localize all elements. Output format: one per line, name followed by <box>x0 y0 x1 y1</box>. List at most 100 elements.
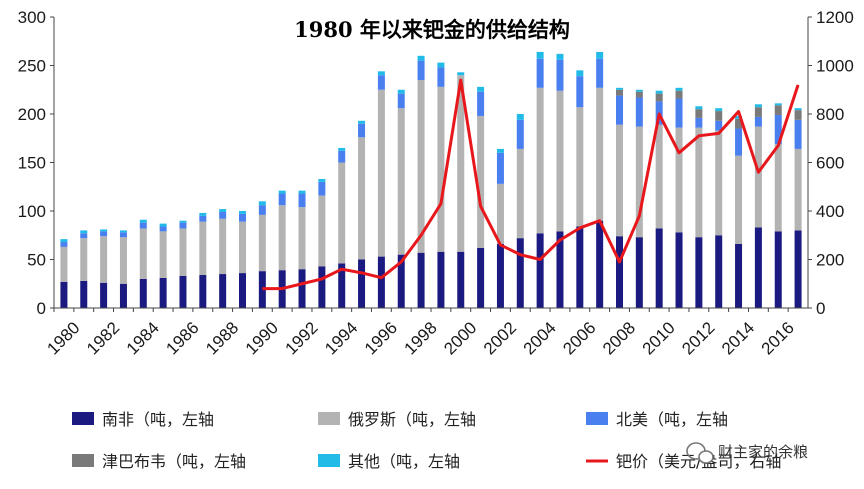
bar-2-1984 <box>139 222 147 229</box>
bar-0-2012 <box>695 237 703 308</box>
bar-1-2006 <box>576 107 584 227</box>
bar-0-1997 <box>397 254 405 308</box>
bar-2-1987 <box>199 215 207 222</box>
bar-2-1999 <box>437 67 445 87</box>
legend-label-1: 俄罗斯（吨，左轴 <box>348 410 476 429</box>
bar-1-2004 <box>536 87 544 234</box>
legend-swatch-2 <box>586 412 608 425</box>
bar-4-2012 <box>695 106 703 110</box>
bar-2-1993 <box>318 181 326 196</box>
bar-2-2011 <box>675 98 683 128</box>
bar-1-1992 <box>298 207 306 270</box>
bar-0-2006 <box>576 226 584 308</box>
bar-2-2003 <box>516 119 524 149</box>
bar-2-1986 <box>179 222 187 229</box>
bar-1-1996 <box>377 89 385 257</box>
bar-0-2004 <box>536 233 544 308</box>
legend-swatch-3 <box>72 454 94 467</box>
right-tick-label: 800 <box>816 105 844 124</box>
bar-1-2005 <box>556 90 564 232</box>
bar-2-2014 <box>735 128 743 156</box>
bar-0-1994 <box>338 263 346 308</box>
bar-1-1985 <box>159 231 167 278</box>
bar-4-1992 <box>298 190 306 194</box>
right-tick-label: 200 <box>816 251 844 270</box>
bar-0-2011 <box>675 232 683 308</box>
legend-swatch-0 <box>72 412 94 425</box>
bar-4-2011 <box>675 87 683 91</box>
watermark: 财主家的余粮 <box>686 442 808 464</box>
bar-4-1981 <box>80 230 88 234</box>
price-line-layer <box>262 78 800 291</box>
bar-1-2008 <box>616 124 623 237</box>
legend-label-0: 南非（吨，左轴 <box>102 410 214 429</box>
left-tick-label: 200 <box>18 105 46 124</box>
bar-1-1982 <box>100 236 108 283</box>
left-tick-label: 0 <box>37 299 46 318</box>
bar-4-1982 <box>100 229 108 232</box>
bar-1-2014 <box>735 155 743 244</box>
bar-2-2002 <box>496 152 504 184</box>
bar-0-2015 <box>754 227 762 308</box>
bar-1-2012 <box>695 127 703 238</box>
bar-0-1982 <box>100 282 108 308</box>
bar-1-1981 <box>80 238 88 281</box>
bar-0-1995 <box>358 259 366 308</box>
bar-3-2008 <box>616 89 623 96</box>
bar-0-2003 <box>516 238 524 308</box>
bar-0-1999 <box>437 251 445 308</box>
bar-1-2003 <box>516 148 524 239</box>
bar-4-2015 <box>754 104 762 108</box>
bar-4-2002 <box>496 148 504 153</box>
bar-3-2012 <box>695 109 703 118</box>
bar-0-2010 <box>655 228 663 308</box>
bar-0-2001 <box>477 247 485 308</box>
left-tick-label: 50 <box>27 251 46 270</box>
bar-4-1999 <box>437 62 445 68</box>
bar-0-2002 <box>496 243 504 308</box>
bar-1-1983 <box>119 237 127 284</box>
bar-2-1994 <box>338 150 346 163</box>
bar-3-2009 <box>635 91 643 98</box>
bar-0-2013 <box>715 235 723 308</box>
bar-2-1990 <box>258 205 266 215</box>
bar-1-1988 <box>219 218 227 275</box>
right-tick-label: 1200 <box>816 8 854 27</box>
bar-1-2000 <box>457 75 465 252</box>
bar-4-1988 <box>219 209 227 212</box>
price-line <box>262 78 800 291</box>
bar-0-2017 <box>794 230 802 308</box>
bar-4-1989 <box>239 211 246 214</box>
bar-0-1988 <box>219 274 227 308</box>
bar-2-2009 <box>635 97 643 127</box>
bar-2-2006 <box>576 76 584 108</box>
bar-4-2000 <box>457 72 465 76</box>
bar-0-1987 <box>199 275 207 308</box>
right-tick-label: 600 <box>816 154 844 173</box>
bar-2-1992 <box>298 193 306 208</box>
bar-1-2009 <box>635 126 643 238</box>
bar-4-1995 <box>358 120 366 124</box>
bar-2-2008 <box>616 95 623 125</box>
bar-4-2010 <box>655 90 663 94</box>
left-tick-label: 150 <box>18 154 46 173</box>
bar-2-1988 <box>219 211 227 219</box>
bar-4-2005 <box>556 53 564 60</box>
bar-0-1992 <box>298 269 306 308</box>
legend-label-2: 北美（吨，左轴 <box>616 410 728 429</box>
bar-0-1984 <box>139 278 147 308</box>
bar-4-1993 <box>318 178 326 182</box>
left-tick-label: 100 <box>18 202 46 221</box>
bar-3-2013 <box>715 111 723 121</box>
bar-2-1991 <box>278 193 286 206</box>
bar-1-1999 <box>437 86 445 252</box>
bar-2-2007 <box>596 58 604 88</box>
bar-4-2016 <box>774 103 782 106</box>
bar-0-2014 <box>735 243 743 308</box>
bar-2-1983 <box>119 232 127 238</box>
wechat-icon <box>686 442 714 464</box>
bar-2-2001 <box>477 91 485 116</box>
legend-swatch-1 <box>318 412 340 425</box>
